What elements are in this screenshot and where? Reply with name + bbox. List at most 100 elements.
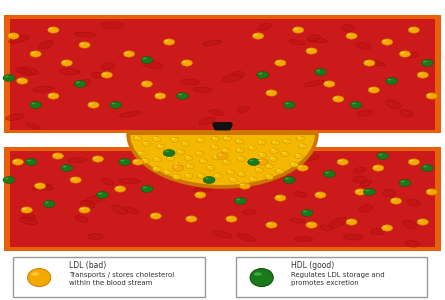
Ellipse shape — [203, 176, 215, 183]
Ellipse shape — [250, 268, 273, 286]
Ellipse shape — [267, 223, 271, 224]
Ellipse shape — [350, 101, 362, 109]
Ellipse shape — [282, 152, 285, 153]
Ellipse shape — [289, 40, 305, 45]
Ellipse shape — [142, 82, 146, 83]
Ellipse shape — [48, 93, 59, 99]
Ellipse shape — [101, 63, 114, 70]
Ellipse shape — [214, 155, 217, 157]
Ellipse shape — [256, 168, 259, 169]
Ellipse shape — [320, 225, 333, 230]
Ellipse shape — [227, 170, 231, 172]
Ellipse shape — [31, 272, 39, 276]
Ellipse shape — [399, 179, 411, 186]
Ellipse shape — [141, 185, 153, 193]
Ellipse shape — [325, 172, 329, 173]
Text: LDL (bad): LDL (bad) — [69, 261, 106, 270]
Ellipse shape — [421, 164, 433, 171]
Ellipse shape — [235, 139, 244, 144]
Ellipse shape — [294, 237, 312, 242]
Ellipse shape — [275, 60, 286, 66]
Ellipse shape — [197, 138, 205, 143]
Ellipse shape — [3, 74, 15, 81]
Ellipse shape — [383, 226, 387, 227]
Ellipse shape — [227, 170, 235, 175]
Ellipse shape — [143, 187, 146, 188]
Ellipse shape — [153, 167, 161, 171]
Ellipse shape — [167, 157, 171, 158]
Ellipse shape — [143, 58, 146, 59]
Ellipse shape — [217, 153, 228, 159]
Ellipse shape — [418, 220, 422, 221]
Ellipse shape — [243, 210, 256, 214]
Bar — [13, 256, 205, 297]
Ellipse shape — [199, 159, 207, 164]
Ellipse shape — [267, 91, 271, 92]
Ellipse shape — [249, 146, 252, 148]
Ellipse shape — [360, 205, 372, 212]
Ellipse shape — [153, 157, 162, 162]
Ellipse shape — [250, 177, 253, 179]
Ellipse shape — [418, 73, 422, 74]
Ellipse shape — [119, 158, 130, 165]
Ellipse shape — [266, 90, 277, 96]
Ellipse shape — [386, 100, 400, 109]
Bar — [4, 147, 441, 250]
Ellipse shape — [80, 200, 95, 208]
Ellipse shape — [240, 184, 244, 185]
Ellipse shape — [229, 178, 238, 182]
Ellipse shape — [88, 233, 103, 240]
Ellipse shape — [372, 165, 384, 171]
Ellipse shape — [16, 78, 28, 84]
Ellipse shape — [421, 59, 433, 67]
Ellipse shape — [13, 160, 17, 161]
Ellipse shape — [134, 136, 138, 138]
Ellipse shape — [97, 191, 108, 199]
Ellipse shape — [187, 217, 191, 218]
Ellipse shape — [258, 23, 271, 31]
Ellipse shape — [8, 33, 19, 39]
Ellipse shape — [212, 145, 215, 147]
Ellipse shape — [181, 141, 190, 146]
Ellipse shape — [114, 186, 126, 192]
Ellipse shape — [266, 164, 269, 166]
Ellipse shape — [138, 152, 142, 153]
Ellipse shape — [294, 154, 303, 158]
Ellipse shape — [254, 34, 258, 35]
Ellipse shape — [298, 154, 312, 160]
Ellipse shape — [181, 79, 199, 85]
Ellipse shape — [8, 36, 29, 43]
Ellipse shape — [163, 150, 175, 156]
Ellipse shape — [68, 158, 87, 163]
Ellipse shape — [12, 159, 24, 165]
PathPatch shape — [129, 134, 316, 186]
Ellipse shape — [301, 209, 313, 217]
Ellipse shape — [307, 49, 311, 50]
Ellipse shape — [270, 149, 279, 154]
Ellipse shape — [60, 69, 80, 75]
Ellipse shape — [304, 80, 324, 87]
Ellipse shape — [138, 151, 146, 156]
Ellipse shape — [102, 73, 106, 74]
Ellipse shape — [32, 103, 35, 104]
Ellipse shape — [374, 166, 378, 167]
Ellipse shape — [259, 73, 262, 74]
Ellipse shape — [297, 165, 308, 171]
Ellipse shape — [223, 136, 231, 141]
Ellipse shape — [303, 211, 307, 212]
Ellipse shape — [237, 148, 240, 150]
Ellipse shape — [301, 154, 320, 161]
Ellipse shape — [185, 174, 193, 178]
Ellipse shape — [316, 70, 320, 71]
Ellipse shape — [401, 181, 405, 182]
Ellipse shape — [52, 153, 64, 159]
Ellipse shape — [276, 61, 280, 62]
Ellipse shape — [74, 32, 95, 37]
Ellipse shape — [249, 177, 257, 182]
Ellipse shape — [165, 40, 169, 41]
Ellipse shape — [284, 140, 287, 141]
Ellipse shape — [409, 28, 413, 29]
Ellipse shape — [222, 160, 231, 165]
Ellipse shape — [21, 207, 32, 213]
Ellipse shape — [285, 178, 289, 179]
